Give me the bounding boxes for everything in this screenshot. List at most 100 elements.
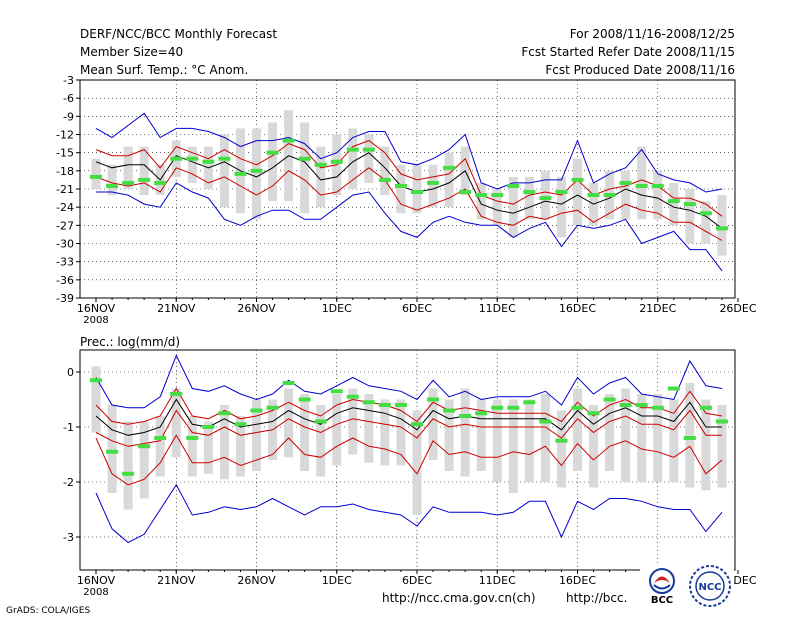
x-tick-label: 16DEC <box>559 302 596 315</box>
header-produced-date: Fcst Produced Date 2008/11/16 <box>545 63 735 77</box>
observed-marker <box>154 436 167 440</box>
range-box <box>316 146 326 208</box>
observed-marker <box>218 156 231 161</box>
x-year-label: 2008 <box>83 315 108 326</box>
range-box <box>123 421 133 510</box>
range-box <box>91 366 101 433</box>
observed-marker <box>571 405 584 410</box>
observed-marker <box>523 400 536 405</box>
range-box <box>300 394 310 471</box>
range-box <box>540 394 550 482</box>
range-box <box>268 122 278 202</box>
observed-marker <box>218 411 231 416</box>
observed-marker <box>715 226 728 231</box>
range-box <box>187 416 197 477</box>
x-tick-label: 21DEC <box>639 302 676 315</box>
observed-marker <box>378 177 391 182</box>
bcc-url[interactable]: http://bcc. <box>566 591 627 605</box>
range-box <box>573 388 582 471</box>
range-box <box>187 146 197 183</box>
series-line-mean <box>95 152 723 229</box>
observed-marker <box>106 449 119 454</box>
observed-marker <box>699 405 712 410</box>
range-box <box>171 388 181 458</box>
range-box <box>139 146 149 196</box>
x-tick-label: 11DEC <box>479 302 516 315</box>
observed-marker <box>619 403 632 407</box>
x-tick-label: 21NOV <box>157 302 196 315</box>
y-tick-label: -27 <box>56 219 74 232</box>
observed-marker <box>443 408 456 413</box>
range-box <box>284 388 294 458</box>
observed-marker <box>651 405 664 410</box>
range-box <box>123 146 133 189</box>
range-box <box>444 399 454 471</box>
series-line-p90 <box>95 387 723 425</box>
observed-marker <box>683 436 696 440</box>
range-box <box>717 195 727 256</box>
range-box <box>524 176 534 220</box>
x-tick-label: 16NOV <box>77 574 116 587</box>
range-box <box>621 388 631 482</box>
range-box <box>476 182 486 220</box>
observed-marker <box>282 381 295 385</box>
x-tick-label: 1DEC <box>322 574 352 587</box>
observed-marker <box>411 190 423 195</box>
range-box <box>492 189 502 226</box>
range-box <box>540 170 550 220</box>
observed-marker <box>234 171 247 176</box>
observed-marker <box>266 150 279 155</box>
x-tick-label: 6DEC <box>402 574 432 587</box>
range-box <box>107 164 117 196</box>
plot-frame <box>79 349 736 571</box>
grads-credit: GrADS: COLA/IGES <box>6 606 90 616</box>
x-year-label: 2008 <box>83 587 108 598</box>
range-box <box>300 122 310 214</box>
x-tick-label: 26DEC <box>719 302 756 315</box>
observed-marker <box>507 405 520 410</box>
range-box <box>139 421 149 499</box>
range-box <box>701 201 711 244</box>
observed-marker <box>459 414 472 418</box>
observed-marker <box>378 403 391 407</box>
observed-marker <box>362 400 375 405</box>
range-box <box>348 128 358 189</box>
x-tick-label: 21NOV <box>157 574 196 587</box>
observed-marker <box>619 180 632 185</box>
x-tick-label: 26NOV <box>237 574 276 587</box>
range-box <box>685 189 695 244</box>
range-box <box>605 394 615 471</box>
observed-marker <box>250 408 263 413</box>
observed-marker <box>475 193 488 198</box>
ncc-url[interactable]: http://ncc.cma.gov.cn(ch) <box>382 591 536 605</box>
observed-marker <box>394 183 407 188</box>
observed-marker <box>154 180 167 185</box>
series-line-min <box>96 182 723 272</box>
y-tick-label: -15 <box>56 147 74 160</box>
observed-marker <box>715 419 728 424</box>
range-box <box>476 399 486 471</box>
observed-marker <box>603 193 616 198</box>
observed-marker <box>443 165 456 170</box>
range-box <box>669 399 679 482</box>
y-tick-label: -2 <box>63 476 74 489</box>
observed-marker <box>346 147 359 152</box>
range-box <box>637 146 647 220</box>
observed-marker <box>394 403 407 407</box>
precip-title: Prec.: log(mm/d) <box>80 335 180 349</box>
x-tick-label: 11DEC <box>479 574 516 587</box>
observed-marker <box>298 397 311 402</box>
observed-marker <box>539 419 552 424</box>
observed-marker <box>202 425 215 429</box>
range-box <box>203 421 213 474</box>
bcc-logo: BCC <box>640 565 688 607</box>
observed-marker <box>362 147 375 152</box>
range-box <box>155 416 165 477</box>
range-box <box>556 410 566 488</box>
observed-marker <box>475 411 488 416</box>
observed-marker <box>459 190 472 195</box>
observed-marker <box>667 386 680 391</box>
temperature-panel: -3 -6 -9 -12 -15 -18 -21 -24 -27 -30 -33 -36 -3916NO… <box>56 74 757 326</box>
range-box <box>428 164 438 208</box>
